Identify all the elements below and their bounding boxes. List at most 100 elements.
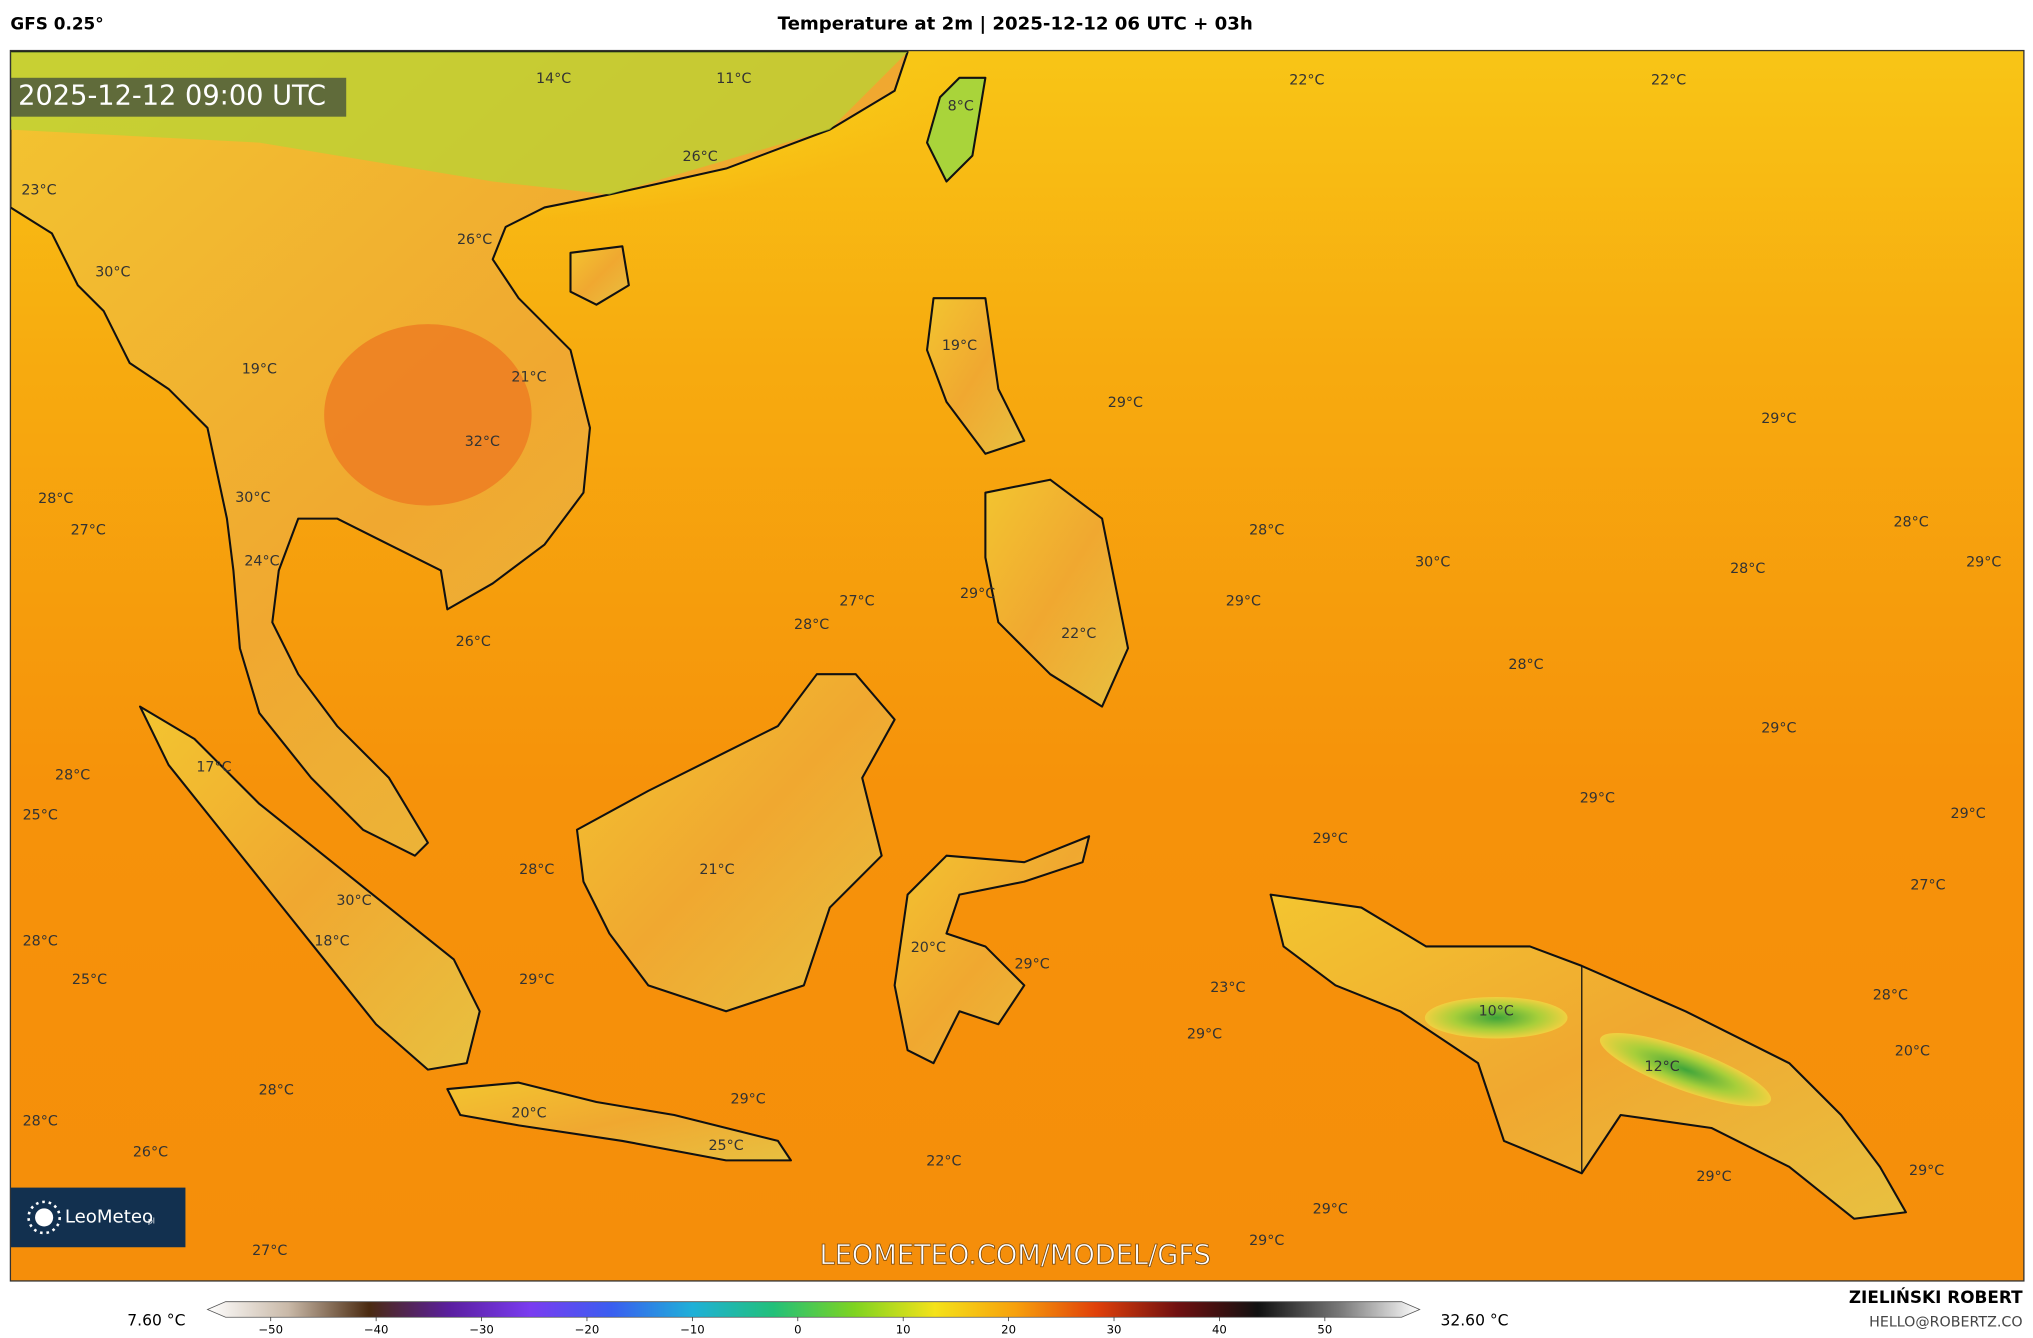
borneo bbox=[575, 673, 896, 1013]
colorbar-tick-label: 50 bbox=[1317, 1323, 1332, 1337]
logo-rays bbox=[27, 1200, 61, 1235]
timestamp: 2025-12-12 09:00 UTC bbox=[18, 81, 326, 112]
temp-label: 10°C bbox=[1479, 1003, 1514, 1019]
temp-label: 19°C bbox=[242, 362, 277, 378]
temp-label: 17°C bbox=[196, 760, 231, 776]
temp-label: 25°C bbox=[23, 808, 58, 824]
timestamp-box bbox=[10, 77, 347, 117]
map: 14°C 11°C 8°C 22°C 22°C 23°C 26°C 26°C 30°C 19°C 1… bbox=[10, 50, 2024, 1281]
colorbar-tick-label: 10 bbox=[896, 1323, 911, 1337]
colorbar-tick-label: 0 bbox=[794, 1323, 801, 1337]
logo-text: LeoMeteo bbox=[65, 1206, 153, 1227]
temp-label: 27°C bbox=[71, 522, 106, 538]
colorbar-tick-label: −10 bbox=[680, 1323, 705, 1337]
temp-label: 28°C bbox=[1873, 988, 1908, 1004]
temperature-labels: 14°C 11°C 8°C 22°C 22°C 23°C 26°C 26°C 30°C 19°C 1… bbox=[21, 71, 2001, 1259]
temp-label: 20°C bbox=[911, 940, 946, 956]
luzon bbox=[926, 297, 1026, 455]
temp-label: 11°C bbox=[716, 71, 751, 87]
temp-label: 19°C bbox=[942, 338, 977, 354]
colorbar-tick-label: 40 bbox=[1212, 1323, 1227, 1337]
colorbar-tick-label: 20 bbox=[1001, 1323, 1016, 1337]
logo-suffix: pl bbox=[148, 1216, 155, 1225]
temp-label: 28°C bbox=[38, 491, 73, 507]
temp-label: 22°C bbox=[1061, 626, 1096, 642]
temp-label: 24°C bbox=[244, 553, 279, 569]
temp-label: 29°C bbox=[1108, 395, 1143, 411]
temp-label: 28°C bbox=[1730, 561, 1765, 577]
colorbar-bar bbox=[206, 1301, 1421, 1318]
temp-label: 32°C bbox=[465, 434, 500, 450]
colorbar-tick-label: −50 bbox=[258, 1323, 283, 1337]
logo-sun bbox=[35, 1208, 54, 1227]
temp-label: 26°C bbox=[456, 634, 491, 650]
temp-label: 8°C bbox=[948, 98, 974, 114]
temp-label: 30°C bbox=[1415, 555, 1450, 571]
email: HELLO@ROBERTZ.CO bbox=[1869, 1314, 2022, 1330]
temp-label: 29°C bbox=[1761, 411, 1796, 427]
temp-label: 29°C bbox=[1696, 1169, 1731, 1185]
temp-label: 23°C bbox=[1210, 980, 1245, 996]
temp-label: 26°C bbox=[457, 232, 492, 248]
temp-label: 28°C bbox=[1893, 514, 1928, 530]
mindanao bbox=[984, 478, 1130, 708]
temp-label: 28°C bbox=[23, 933, 58, 949]
temp-label: 29°C bbox=[960, 586, 995, 602]
temp-label: 29°C bbox=[1249, 1233, 1284, 1249]
temp-label: 26°C bbox=[683, 149, 718, 165]
temp-label: 29°C bbox=[519, 972, 554, 988]
temp-label: 28°C bbox=[1508, 657, 1543, 673]
temp-label: 22°C bbox=[926, 1154, 961, 1170]
temp-label: 21°C bbox=[511, 369, 546, 385]
hainan bbox=[569, 245, 630, 306]
colorbar: −50 −40 −30 −20 −10 0 10 20 30 40 50 bbox=[206, 1301, 1421, 1337]
temp-label: 28°C bbox=[55, 767, 90, 783]
java bbox=[446, 1081, 792, 1162]
temp-label: 30°C bbox=[336, 893, 371, 909]
temp-label: 23°C bbox=[21, 183, 56, 199]
temp-label: 29°C bbox=[1966, 555, 2001, 571]
temp-label: 28°C bbox=[1249, 522, 1284, 538]
map-title: Temperature at 2m | 2025-12-12 06 UTC + … bbox=[778, 14, 1253, 35]
temp-label: 18°C bbox=[314, 933, 349, 949]
colorbar-tick-label: −20 bbox=[575, 1323, 600, 1337]
temp-label: 27°C bbox=[839, 594, 874, 610]
temp-label: 26°C bbox=[133, 1145, 168, 1161]
temp-label: 29°C bbox=[1226, 594, 1261, 610]
temp-label: 30°C bbox=[95, 264, 130, 280]
temp-label: 22°C bbox=[1651, 72, 1686, 88]
temp-label: 29°C bbox=[1014, 957, 1049, 973]
sulawesi bbox=[893, 835, 1091, 1065]
temp-label: 29°C bbox=[1761, 721, 1796, 737]
sumatra bbox=[139, 705, 481, 1071]
min-label: 7.60 °C bbox=[127, 1312, 185, 1330]
temp-label: 28°C bbox=[519, 862, 554, 878]
colorbar-tick-label: −40 bbox=[364, 1323, 389, 1337]
highland bbox=[1424, 997, 1568, 1039]
temp-label: 27°C bbox=[252, 1243, 287, 1259]
temp-label: 20°C bbox=[511, 1106, 546, 1122]
temp-label: 12°C bbox=[1645, 1059, 1680, 1075]
temp-label: 28°C bbox=[23, 1113, 58, 1129]
temp-label: 22°C bbox=[1289, 72, 1324, 88]
model-name: GFS 0.25° bbox=[10, 14, 103, 34]
taiwan bbox=[926, 76, 987, 183]
temp-label: 29°C bbox=[1580, 791, 1615, 807]
temp-label: 14°C bbox=[536, 71, 571, 87]
temp-label: 29°C bbox=[1909, 1163, 1944, 1179]
watermark: LEOMETEO.COM/MODEL/GFS bbox=[820, 1240, 1211, 1271]
temp-label: 20°C bbox=[1895, 1043, 1930, 1059]
highland bbox=[1599, 1032, 1772, 1107]
temp-label: 30°C bbox=[235, 490, 270, 506]
colorbar-tick-label: −30 bbox=[469, 1323, 494, 1337]
temp-label: 28°C bbox=[259, 1082, 294, 1098]
colorbar-tick-label: 30 bbox=[1107, 1323, 1122, 1337]
warm-plateau bbox=[324, 324, 532, 506]
temp-label: 25°C bbox=[72, 972, 107, 988]
temp-label: 29°C bbox=[1313, 1202, 1348, 1218]
temp-label: 27°C bbox=[1910, 878, 1945, 894]
temp-label: 21°C bbox=[699, 862, 734, 878]
temp-label: 29°C bbox=[1951, 806, 1986, 822]
